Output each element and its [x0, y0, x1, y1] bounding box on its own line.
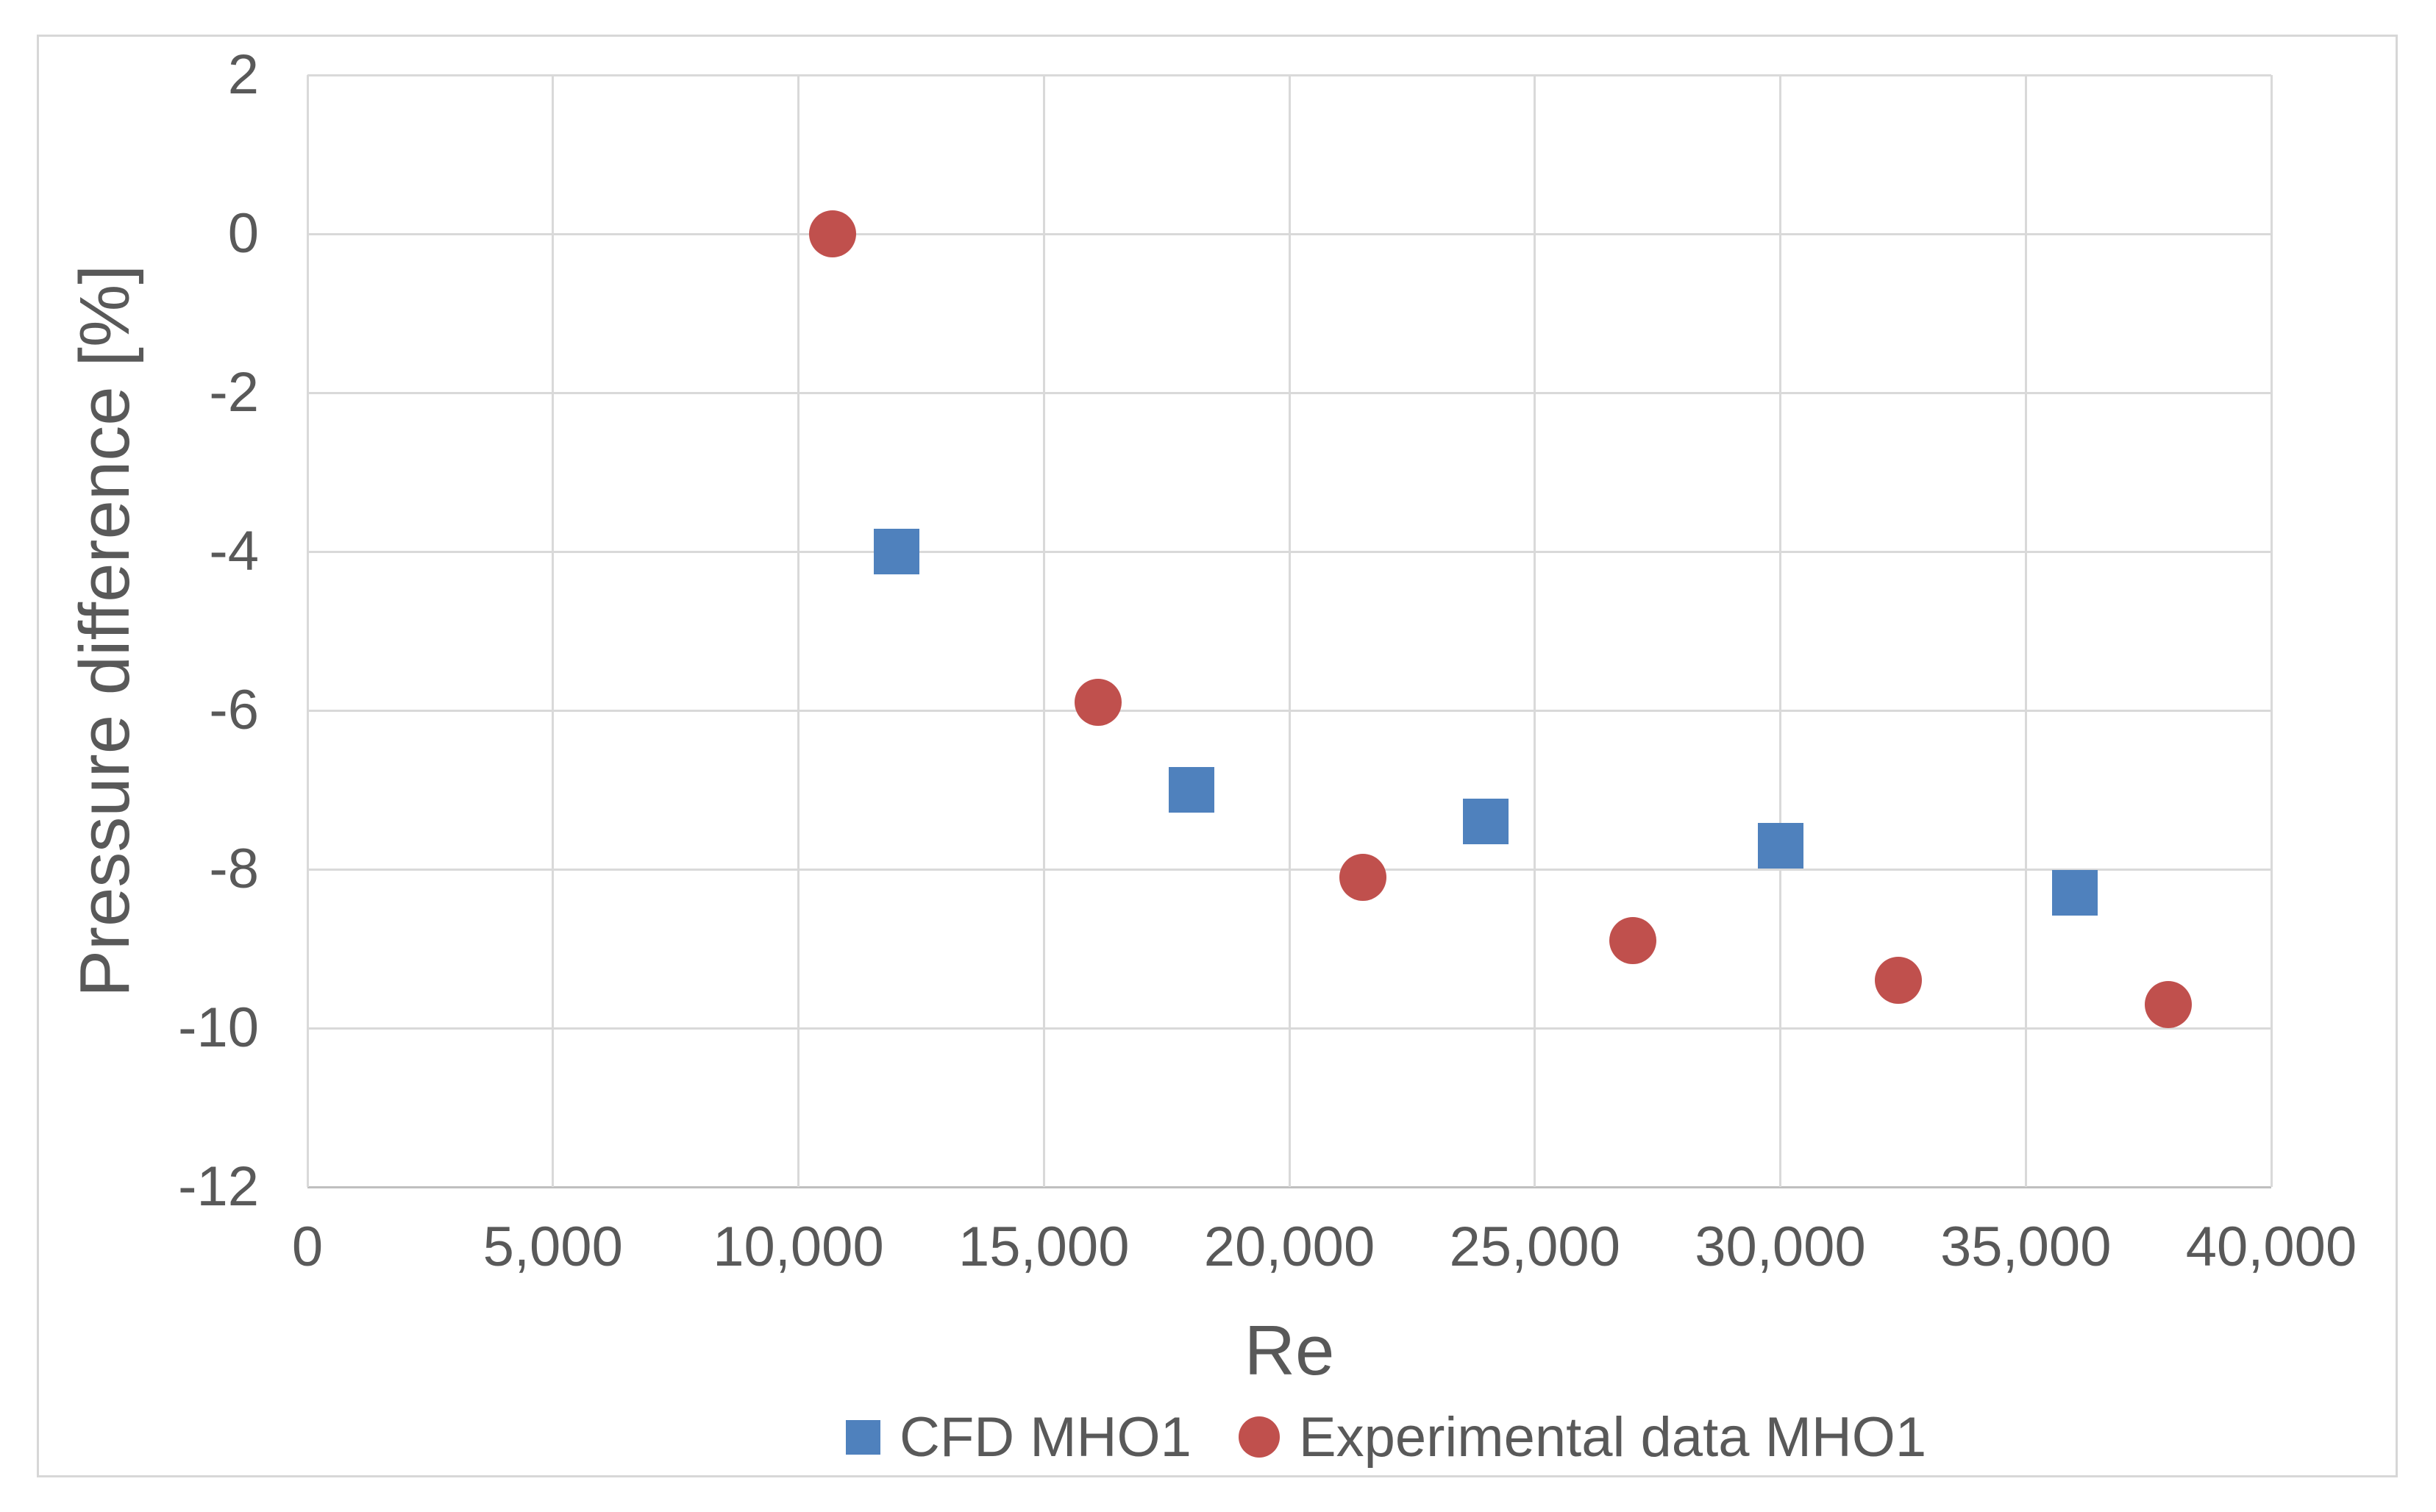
legend-item: Experimental data MHO1 [1238, 1405, 1927, 1469]
legend-label: Experimental data MHO1 [1298, 1405, 1927, 1469]
legend-circle-marker-icon [1238, 1416, 1280, 1458]
legend-label: CFD MHO1 [900, 1405, 1192, 1469]
legend-item: CFD MHO1 [846, 1405, 1192, 1469]
x-axis-title: Re [1244, 1311, 1335, 1390]
chart-frame [37, 35, 2398, 1477]
legend-square-marker-icon [846, 1419, 880, 1455]
legend: CFD MHO1 Experimental data MHO1 [846, 1399, 1926, 1475]
y-axis-title: Pressure difference [%] [65, 264, 144, 998]
